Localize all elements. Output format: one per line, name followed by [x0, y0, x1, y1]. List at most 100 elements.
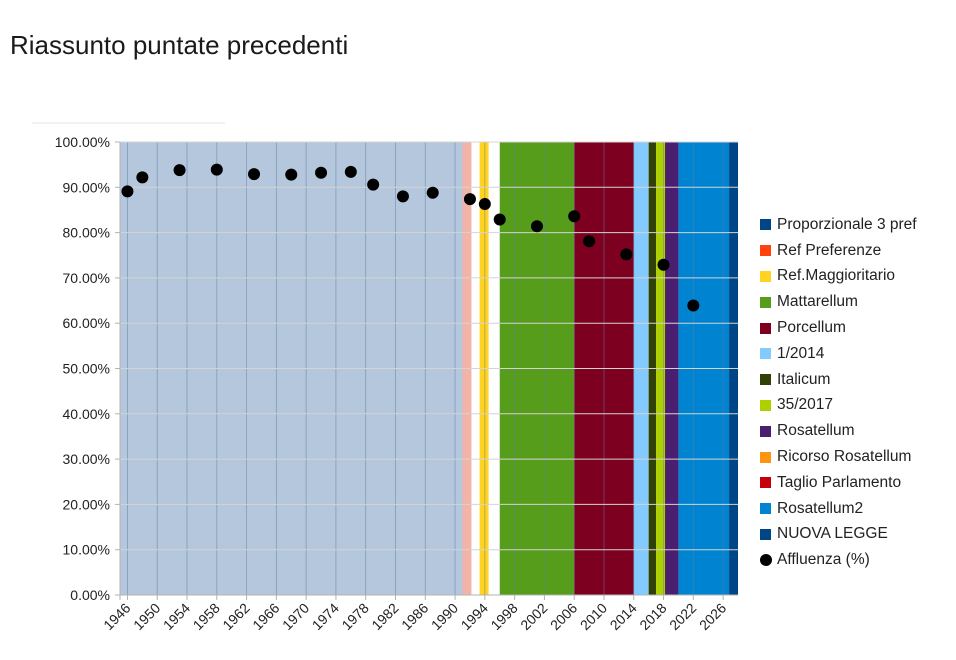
legend-item-8: Rosatellum	[760, 418, 917, 444]
legend-item-1: Ref Preferenze	[760, 238, 917, 264]
x-tick-label-18: 2018	[636, 600, 669, 633]
legend-swatch	[760, 399, 771, 411]
turnout-point-7	[344, 165, 357, 178]
x-tick-label-15: 2006	[547, 600, 580, 633]
turnout-points	[121, 163, 700, 312]
x-tick-label-4: 1962	[219, 600, 252, 633]
x-tick-label-20: 2026	[696, 600, 729, 633]
turnout-point-15	[568, 210, 581, 223]
turnout-point-18	[657, 258, 670, 271]
legend-swatch	[760, 219, 771, 231]
y-tick-label-9: 90.00%	[63, 179, 110, 195]
legend-swatch	[760, 477, 771, 489]
x-tick-label-5: 1966	[249, 600, 282, 633]
legend-label: 35/2017	[777, 396, 834, 414]
turnout-point-10	[426, 186, 439, 199]
x-tick-label-17: 2014	[607, 600, 640, 633]
y-tick-label-6: 60.00%	[63, 315, 110, 331]
chart-legend: Proporzionale 3 pref Ref Preferenze Ref.Ma…	[760, 212, 917, 573]
legend-item-13: Affluenza (%)	[760, 547, 917, 573]
legend-swatch	[760, 374, 771, 386]
y-tick-label-8: 80.00%	[63, 225, 110, 241]
legend-label: Ref.Maggioritario	[777, 267, 896, 285]
legend-swatch	[760, 554, 772, 567]
turnout-point-2	[173, 164, 186, 177]
x-tick-label-19: 2022	[666, 600, 699, 633]
legend-swatch	[760, 296, 771, 308]
turnout-point-3	[210, 163, 223, 176]
y-tick-label-10: 100.00%	[55, 134, 110, 150]
turnout-point-19	[687, 299, 700, 312]
legend-label: Rosatellum2	[777, 499, 864, 517]
y-tick-label-0: 0.00%	[70, 587, 110, 603]
legend-item-11: Rosatellum2	[760, 496, 917, 522]
x-tick-label-2: 1954	[160, 600, 193, 633]
y-tick-labels: 0.00% 10.00% 20.00% 30.00% 40.00% 50.00% 60.00…	[55, 134, 120, 603]
x-tick-label-0: 1946	[100, 600, 133, 633]
y-tick-label-3: 30.00%	[63, 451, 110, 467]
turnout-point-17	[620, 248, 633, 261]
turnout-point-11	[463, 193, 476, 206]
legend-label: Mattarellum	[777, 293, 858, 311]
x-tick-label-14: 2002	[517, 600, 550, 633]
legend-item-10: Taglio Parlamento	[760, 470, 917, 496]
legend-item-7: 35/2017	[760, 393, 917, 419]
legend-swatch	[760, 270, 771, 282]
turnout-point-4	[248, 168, 261, 181]
legend-item-9: Ricorso Rosatellum	[760, 444, 917, 470]
y-tick-label-1: 10.00%	[63, 542, 110, 558]
legend-item-2: Ref.Maggioritario	[760, 264, 917, 290]
x-tick-label-7: 1974	[309, 600, 342, 633]
legend-swatch	[760, 503, 771, 515]
legend-label: NUOVA LEGGE	[777, 525, 888, 543]
legend-swatch	[760, 348, 771, 360]
legend-item-0: Proporzionale 3 pref	[760, 212, 917, 238]
x-tick-label-8: 1978	[338, 600, 371, 633]
turnout-point-16	[583, 235, 596, 248]
x-tick-labels: 1946195019541958196219661970197419781982…	[100, 595, 729, 633]
turnout-point-0	[121, 185, 134, 198]
turnout-point-1	[136, 171, 149, 184]
y-tick-label-7: 70.00%	[63, 270, 110, 286]
legend-item-6: Italicum	[760, 367, 917, 393]
legend-label: Italicum	[777, 370, 831, 388]
legend-label: Ref Preferenze	[777, 241, 882, 259]
x-tick-label-9: 1982	[368, 600, 401, 633]
turnout-point-6	[315, 166, 328, 179]
x-tick-label-3: 1958	[190, 600, 223, 633]
legend-label: Affluenza (%)	[777, 551, 870, 569]
y-tick-label-4: 40.00%	[63, 406, 110, 422]
x-tick-label-13: 1998	[487, 600, 520, 633]
x-tick-label-11: 1990	[428, 600, 461, 633]
turnout-point-9	[396, 190, 409, 203]
legend-swatch	[760, 528, 771, 540]
turnout-point-13	[493, 213, 506, 226]
x-tick-label-10: 1986	[398, 600, 431, 633]
legend-label: Rosatellum	[777, 422, 855, 440]
x-tick-label-6: 1970	[279, 600, 312, 633]
turnout-point-8	[367, 178, 380, 191]
legend-item-12: NUOVA LEGGE	[760, 522, 917, 548]
x-tick-label-12: 1994	[458, 600, 491, 633]
y-tick-label-2: 20.00%	[63, 496, 110, 512]
legend-label: Ricorso Rosatellum	[777, 448, 912, 466]
legend-item-3: Mattarellum	[760, 289, 917, 315]
page-title: Riassunto puntate precedenti	[10, 30, 349, 60]
legend-swatch	[760, 245, 771, 257]
legend-swatch	[760, 425, 771, 437]
legend-item-4: Porcellum	[760, 315, 917, 341]
turnout-point-12	[478, 198, 491, 211]
legend-swatch	[760, 322, 771, 334]
legend-item-5: 1/2014	[760, 341, 917, 367]
legend-label: Taglio Parlamento	[777, 473, 902, 491]
legend-label: 1/2014	[777, 344, 825, 362]
legend-label: Porcellum	[777, 319, 846, 337]
legend-swatch	[760, 451, 771, 463]
legend-label: Proporzionale 3 pref	[777, 215, 917, 233]
x-tick-label-16: 2010	[577, 600, 610, 633]
y-tick-label-5: 50.00%	[63, 361, 110, 377]
x-tick-label-1: 1950	[130, 600, 163, 633]
turnout-point-5	[285, 168, 298, 181]
turnout-point-14	[530, 220, 543, 233]
